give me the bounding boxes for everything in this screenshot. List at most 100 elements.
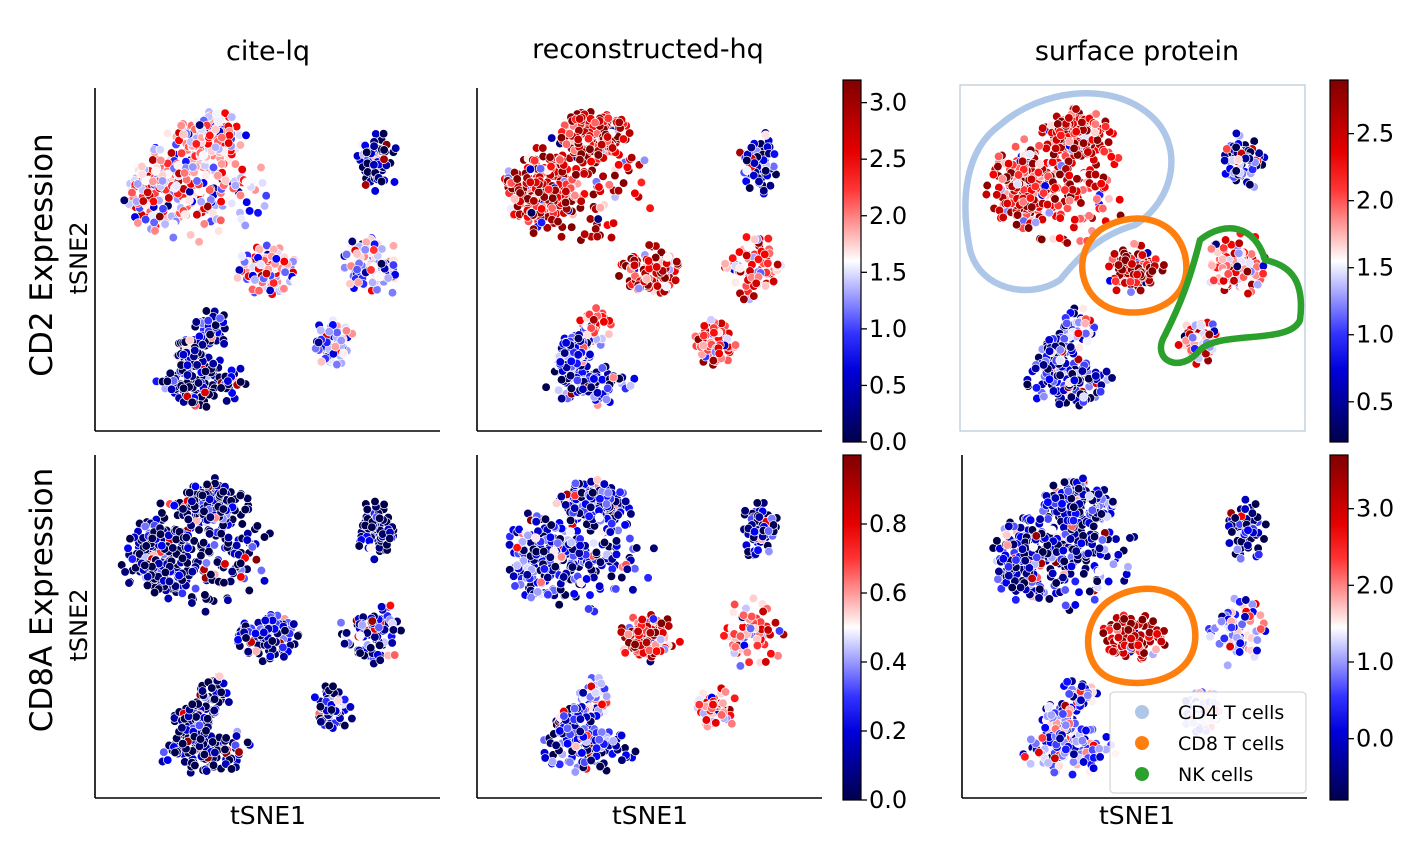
- scatter-point: [179, 168, 190, 178]
- scatter-point: [352, 264, 362, 275]
- scatter-point: [1067, 185, 1078, 195]
- scatter-point: [324, 720, 334, 731]
- scatter-point: [530, 156, 540, 166]
- scatter-point: [1044, 208, 1054, 218]
- scatter-point: [187, 699, 197, 709]
- scatter-point: [339, 639, 350, 649]
- scatter-point: [988, 169, 999, 180]
- scatter-point: [324, 327, 334, 337]
- scatter-panel-3: [959, 84, 1306, 432]
- scatter-point: [119, 195, 129, 205]
- scatter-point: [742, 165, 752, 176]
- scatter-point: [575, 155, 585, 165]
- column-title-cite-lq: cite-lq: [226, 36, 310, 67]
- scatter-point: [1053, 119, 1063, 129]
- scatter-point: [1110, 276, 1121, 286]
- scatter-point: [234, 747, 244, 757]
- scatter-point: [367, 616, 377, 626]
- scatter-point: [140, 521, 150, 532]
- scatter-point: [197, 490, 208, 501]
- scatter-point: [1055, 213, 1065, 223]
- scatter-point: [341, 249, 352, 260]
- scatter-point: [190, 760, 200, 771]
- scatter-point: [597, 363, 607, 373]
- scatter-point: [160, 567, 171, 578]
- scatter-point: [574, 114, 585, 124]
- scatter-point: [1219, 243, 1229, 253]
- scatter-point: [624, 128, 635, 138]
- scatter-point: [209, 705, 219, 716]
- scatter-point: [585, 590, 595, 600]
- scatter-point: [591, 303, 601, 313]
- scatter-point: [652, 262, 662, 272]
- scatter-point: [120, 567, 130, 577]
- scatter-point: [330, 342, 341, 352]
- scatter-point: [1096, 179, 1106, 189]
- scatter-point: [1091, 371, 1101, 381]
- scatter-point: [187, 598, 197, 608]
- scatter-point: [1078, 304, 1088, 314]
- scatter-point: [604, 329, 614, 339]
- scatter-point: [993, 161, 1003, 172]
- scatter-point: [388, 241, 399, 251]
- scatter-point: [157, 541, 167, 551]
- scatter-point: [1129, 239, 1139, 249]
- scatter-point: [181, 532, 191, 543]
- scatter-point: [597, 140, 607, 150]
- scatter-point: [746, 142, 757, 153]
- scatter-point: [742, 250, 752, 261]
- scatter-point: [235, 364, 246, 374]
- scatter-point: [1249, 136, 1259, 146]
- scatter-point: [741, 232, 752, 242]
- scatter-point: [769, 161, 779, 172]
- scatter-point: [538, 143, 548, 153]
- scatter-point: [354, 541, 364, 551]
- scatter-point: [1062, 318, 1072, 329]
- scatter-point: [387, 638, 397, 648]
- scatter-point: [376, 176, 387, 187]
- scatter-point: [244, 206, 255, 216]
- scatter-point: [158, 204, 168, 214]
- scatter-point: [1113, 260, 1124, 270]
- scatter-point: [156, 155, 166, 166]
- scatter-point: [1231, 142, 1241, 152]
- scatter-point: [564, 129, 575, 139]
- scatter-point: [1178, 348, 1188, 358]
- scatter-point: [227, 566, 237, 577]
- scatter-point: [1062, 238, 1072, 248]
- scatter-point: [290, 275, 300, 286]
- scatter-point: [219, 339, 229, 349]
- scatter-point: [235, 140, 246, 150]
- scatter-point: [190, 345, 200, 356]
- scatter-point: [1050, 183, 1060, 193]
- scatter-point: [560, 197, 571, 208]
- scatter-point: [645, 203, 655, 213]
- column-title-reconstructed-hq: reconstructed-hq: [532, 34, 764, 65]
- scatter-point: [1069, 375, 1080, 385]
- scatter-point: [1022, 379, 1032, 390]
- scatter-point: [385, 533, 395, 544]
- scatter-point: [184, 195, 194, 206]
- scatter-point: [243, 737, 253, 748]
- scatter-point: [174, 570, 184, 581]
- scatter-point: [1209, 275, 1219, 286]
- scatter-point: [1090, 127, 1100, 137]
- scatter-point: [369, 160, 379, 170]
- scatter-point: [362, 147, 372, 157]
- scatter-point: [1246, 249, 1257, 259]
- scatter-point: [177, 723, 187, 733]
- scatter-point: [166, 148, 177, 158]
- scatter-point: [761, 130, 771, 140]
- scatter-point: [1071, 127, 1081, 137]
- scatter-point: [1027, 202, 1037, 212]
- scatter-point: [127, 188, 137, 198]
- scatter-point: [207, 683, 217, 693]
- scatter-point: [699, 330, 709, 341]
- scatter-point: [150, 226, 160, 236]
- scatter-point: [1220, 235, 1231, 245]
- scatter-point: [332, 359, 342, 370]
- scatter-point: [218, 504, 228, 514]
- scatter-point: [127, 554, 138, 564]
- scatter-point: [223, 595, 233, 605]
- scatter-point: [148, 176, 158, 187]
